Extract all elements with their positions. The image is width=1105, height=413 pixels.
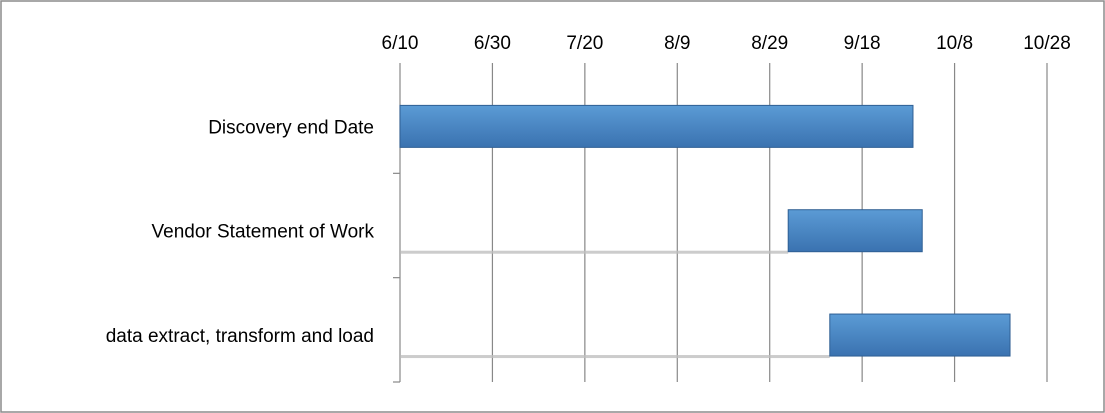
bar-1 xyxy=(399,104,914,148)
x-tick-label: 10/28 xyxy=(1023,33,1071,54)
bars xyxy=(399,104,1011,359)
x-tick-label: 9/18 xyxy=(844,33,881,54)
labels: 6/10 6/30 7/20 8/9 8/29 9/18 10/8 10/28 Discover… xyxy=(106,33,1071,347)
x-tick-label: 8/29 xyxy=(751,33,788,54)
offset-shadow xyxy=(401,355,830,359)
category-label: Discovery end Date xyxy=(208,117,374,138)
x-tick-label: 10/8 xyxy=(936,33,973,54)
offset-shadow xyxy=(401,250,789,254)
bar-2 xyxy=(787,209,923,253)
category-label: data extract, transform and load xyxy=(106,326,374,347)
x-tick-label: 8/9 xyxy=(664,33,690,54)
x-tick-label: 6/10 xyxy=(382,33,419,54)
x-tick-label: 7/20 xyxy=(566,33,603,54)
category-label: Vendor Statement of Work xyxy=(152,222,375,243)
x-tick-label: 6/30 xyxy=(474,33,511,54)
bar-3 xyxy=(829,313,1011,357)
